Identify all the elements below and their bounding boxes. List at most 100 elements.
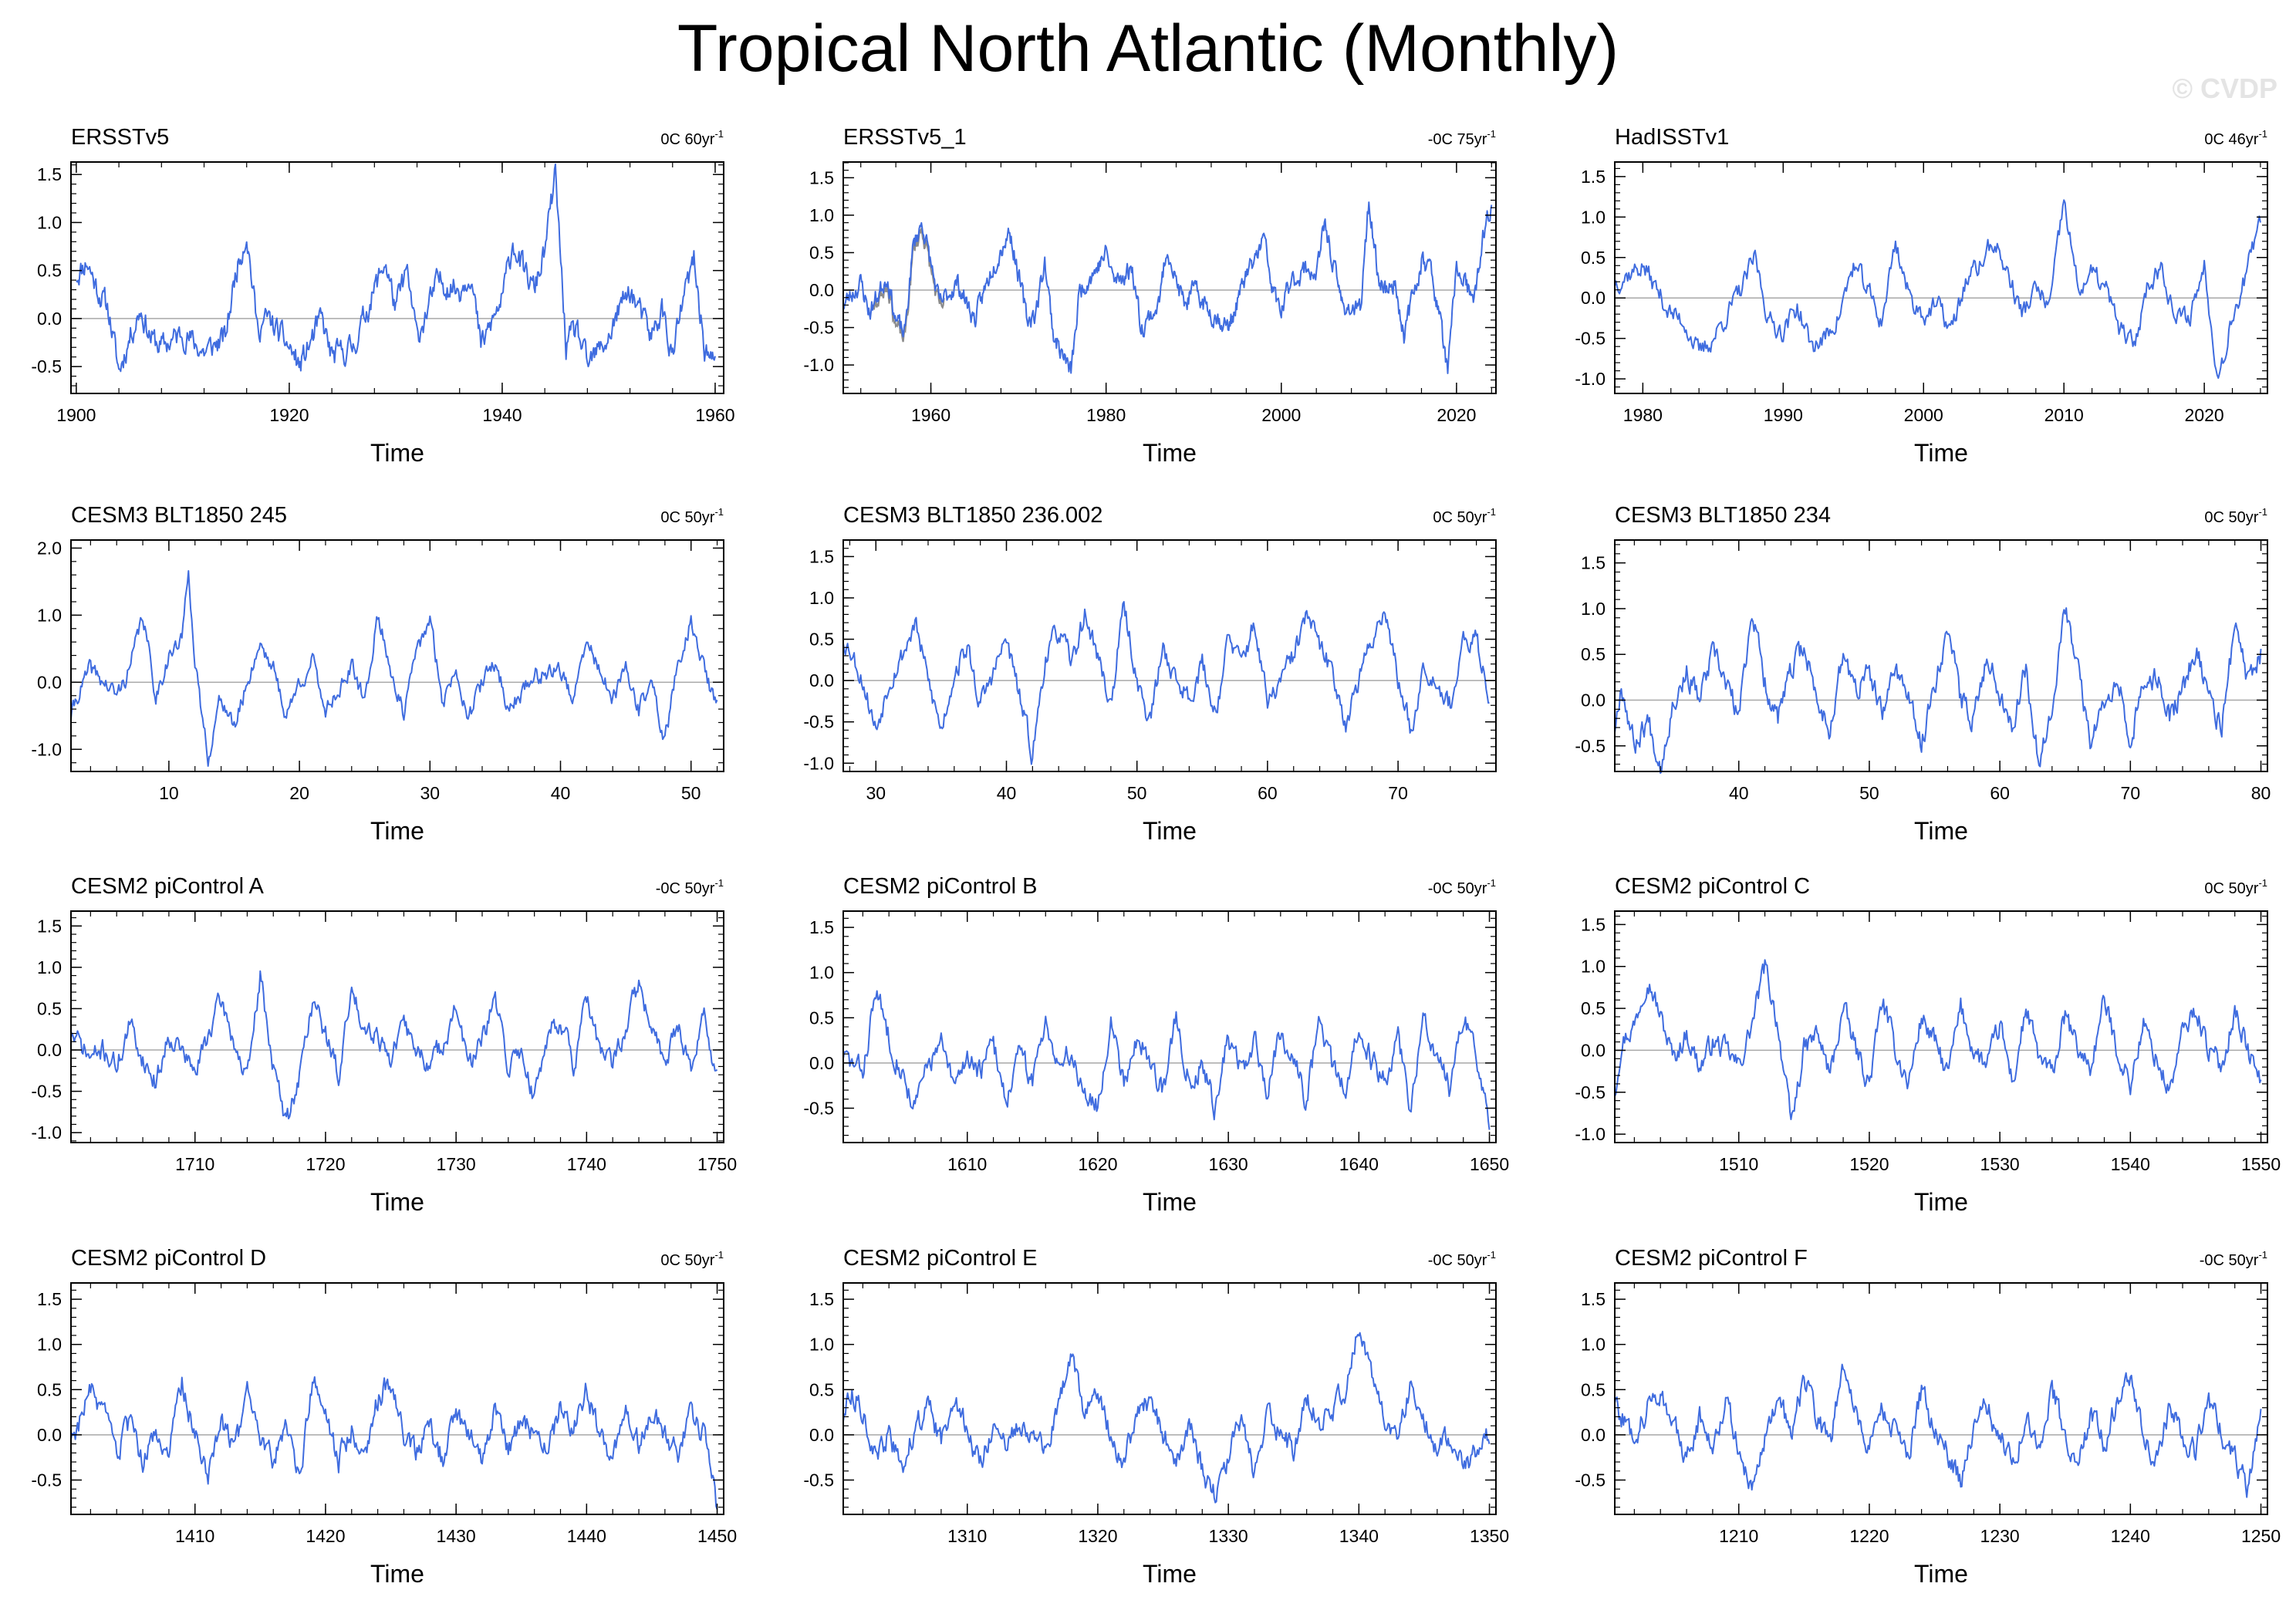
x-tick-label: 80 <box>2251 783 2271 803</box>
x-tick-label: 1510 <box>1719 1154 1758 1174</box>
chart-panel: ERSSTv5 0C 60yr-1 1.5 1.0 0.5 0.0 -0.5 1900 1920… <box>31 125 734 467</box>
x-tick-label: 10 <box>159 783 179 803</box>
panel-title: CESM3 BLT1850 236.002 <box>843 503 1102 528</box>
x-tick-label: 30 <box>420 783 441 803</box>
y-tick-label: 1.0 <box>37 957 62 977</box>
x-axis-label: Time <box>1143 1188 1197 1216</box>
y-tick-label: 0.5 <box>809 1008 834 1028</box>
series-line <box>70 970 718 1119</box>
x-tick-label: 2020 <box>2185 405 2224 425</box>
x-tick-label: 60 <box>1990 783 2010 803</box>
x-tick-label: 40 <box>997 783 1017 803</box>
x-tick-label: 1430 <box>437 1526 476 1546</box>
chart-panel: CESM3 BLT1850 234 0C 50yr-1 1.5 1.0 0.5 0.0 -0… <box>1575 503 2271 845</box>
y-tick-label: 1.5 <box>809 167 834 187</box>
x-axis-label: Time <box>1914 1560 1968 1588</box>
x-tick-label: 1540 <box>2111 1154 2150 1174</box>
series-line <box>1614 1363 2262 1498</box>
series-line <box>842 1332 1491 1504</box>
x-tick-label: 1640 <box>1339 1154 1379 1174</box>
y-tick-label: -0.5 <box>1575 1082 1606 1102</box>
chart-panel: ERSSTv5_1 -0C 75yr-1 1.5 1.0 0.5 0.0 -0.5 -1.0 1… <box>803 125 1497 467</box>
y-tick-label: 0.0 <box>1581 1040 1606 1060</box>
y-tick-label: 0.5 <box>809 242 834 262</box>
trend-label: -0C 50yr-1 <box>656 877 724 897</box>
x-tick-label: 1440 <box>567 1526 606 1546</box>
panel-title: HadISSTv1 <box>1615 125 1729 150</box>
x-tick-label: 1990 <box>1764 405 1803 425</box>
y-tick-label: 1.0 <box>37 1335 62 1355</box>
y-tick-label: -0.5 <box>803 318 834 338</box>
panel-title: CESM2 piControl E <box>843 1246 1037 1271</box>
panel-title: CESM2 piControl B <box>843 874 1037 899</box>
chart-panel: CESM3 BLT1850 245 0C 50yr-1 2.0 1.0 0.0 -1.0 1… <box>31 503 724 845</box>
x-tick-label: 50 <box>681 783 701 803</box>
x-tick-label: 1650 <box>1470 1154 1509 1174</box>
plot-frame <box>1614 161 2268 394</box>
y-tick-label: 0.5 <box>809 630 834 650</box>
panel-title: CESM3 BLT1850 234 <box>1615 503 1831 528</box>
y-tick-label: 1.0 <box>809 963 834 983</box>
x-axis-label: Time <box>1143 1560 1197 1588</box>
y-tick-label: 1.5 <box>37 916 62 936</box>
y-tick-label: 0.0 <box>809 1425 834 1445</box>
x-axis-label: Time <box>1914 439 1968 467</box>
y-tick-label: 1.5 <box>1581 1289 1606 1309</box>
series-line <box>1614 959 2262 1120</box>
panel-title: CESM2 piControl C <box>1615 874 1810 899</box>
chart-panel: CESM2 piControl E -0C 50yr-1 1.5 1.0 0.5 0.0 -… <box>803 1246 1509 1588</box>
x-tick-label: 40 <box>551 783 571 803</box>
x-axis-label: Time <box>370 817 424 845</box>
y-tick-label: 1.0 <box>37 605 62 625</box>
trend-label: 0C 50yr-1 <box>1433 506 1496 526</box>
x-axis-label: Time <box>1143 817 1197 845</box>
trend-label: 0C 46yr-1 <box>2204 128 2267 148</box>
y-tick-label: -0.5 <box>803 1470 834 1490</box>
trend-label: -0C 50yr-1 <box>1428 1249 1496 1269</box>
panel-title: CESM2 piControl F <box>1615 1246 1808 1271</box>
x-tick-label: 1720 <box>306 1154 345 1174</box>
x-tick-label: 40 <box>1729 783 1749 803</box>
chart-panel: CESM3 BLT1850 236.002 0C 50yr-1 1.5 1.0 0.5 0… <box>803 503 1497 845</box>
chart-panel: CESM2 piControl F -0C 50yr-1 1.5 1.0 0.5 0.0 -… <box>1575 1246 2281 1588</box>
y-tick-label: 1.5 <box>1581 167 1606 187</box>
chart-panel: CESM2 piControl D 0C 50yr-1 1.5 1.0 0.5 0.0 -0… <box>31 1246 737 1588</box>
x-tick-label: 20 <box>289 783 309 803</box>
y-tick-label: 1.5 <box>809 546 834 566</box>
plot-frame <box>842 1282 1497 1515</box>
y-tick-label: 1.0 <box>1581 957 1606 977</box>
x-axis-label: Time <box>1914 817 1968 845</box>
y-tick-label: 1.0 <box>809 1335 834 1355</box>
y-tick-label: -0.5 <box>1575 329 1606 349</box>
y-tick-label: 0.0 <box>37 309 62 329</box>
x-tick-label: 1980 <box>1086 405 1126 425</box>
panel-title: CESM3 BLT1850 245 <box>71 503 287 528</box>
y-tick-label: 1.5 <box>37 1289 62 1309</box>
plot-frame <box>1614 1282 2268 1515</box>
y-tick-label: 1.5 <box>1581 553 1606 573</box>
trend-label: 0C 50yr-1 <box>660 506 724 526</box>
x-tick-label: 1310 <box>947 1526 987 1546</box>
watermark: © CVDP <box>2172 73 2277 104</box>
y-tick-label: -0.5 <box>31 1082 62 1102</box>
y-tick-label: -0.5 <box>803 712 834 732</box>
y-tick-label: 0.0 <box>1581 690 1606 711</box>
y-tick-label: 1.5 <box>1581 914 1606 934</box>
x-axis-label: Time <box>1143 439 1197 467</box>
x-tick-label: 1550 <box>2241 1154 2281 1174</box>
y-tick-label: -1.0 <box>31 1122 62 1143</box>
y-tick-label: 0.0 <box>1581 1425 1606 1445</box>
trend-label: -0C 75yr-1 <box>1428 128 1496 148</box>
y-tick-label: 1.0 <box>1581 1335 1606 1355</box>
y-tick-label: 0.0 <box>809 670 834 690</box>
y-tick-label: -0.5 <box>31 356 62 376</box>
plot-frame <box>70 161 724 394</box>
x-tick-label: 1940 <box>482 405 522 425</box>
x-tick-label: 1220 <box>1849 1526 1889 1546</box>
trend-label: -0C 50yr-1 <box>1428 877 1496 897</box>
x-tick-label: 1320 <box>1078 1526 1117 1546</box>
y-tick-label: 1.5 <box>37 164 62 184</box>
plot-frame <box>1614 539 2268 772</box>
x-tick-label: 1610 <box>947 1154 987 1174</box>
